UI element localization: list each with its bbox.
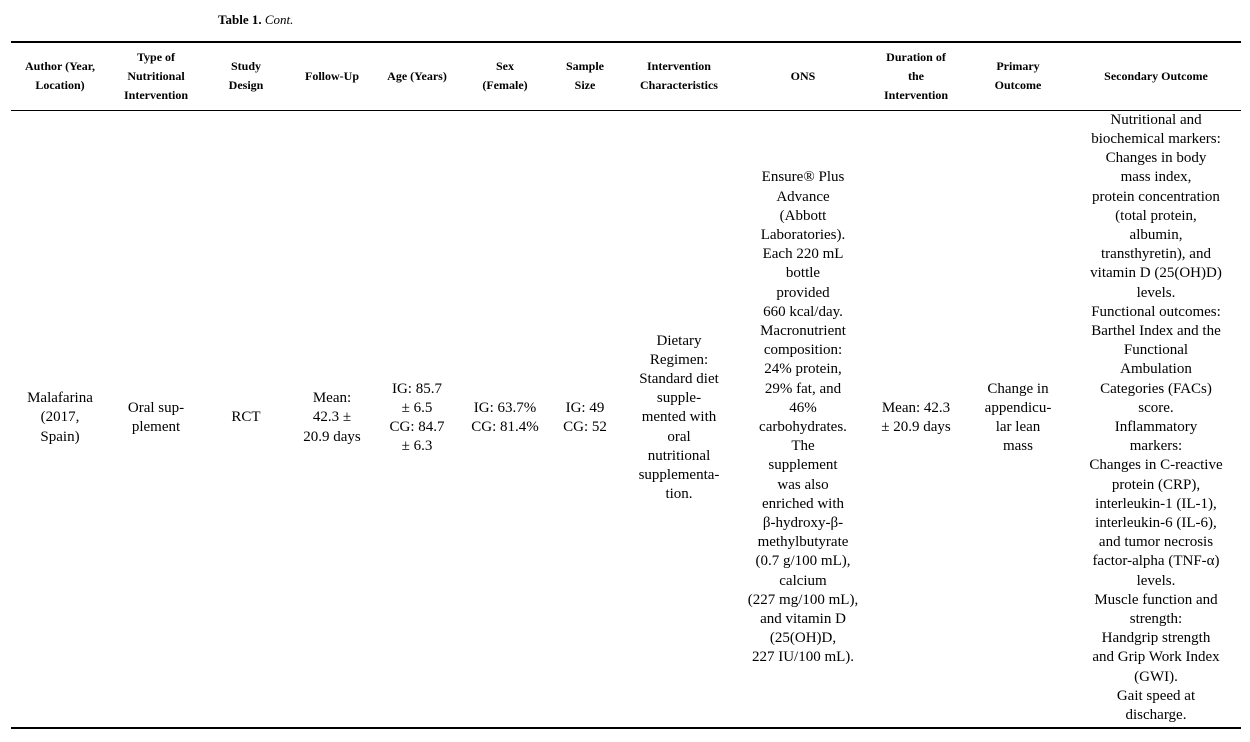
cell-primary: Change in appendicu- lar lean mass	[984, 380, 1052, 455]
header-primary: Primary Outcome	[994, 59, 1042, 92]
header-duration: Duration of the Intervention	[884, 49, 948, 102]
table-header-rule	[11, 110, 1241, 111]
table-top-rule	[11, 41, 1241, 43]
cell-intervention: Dietary Regimen: Standard diet supple- m…	[638, 332, 720, 503]
cell-secondary: Nutritional and biochemical markers: Cha…	[1089, 111, 1223, 724]
table-caption-label: Table 1.	[218, 12, 262, 27]
cell-age: IG: 85.7 ± 6.5 CG: 84.7 ± 6.3	[389, 380, 445, 455]
header-intervention: Intervention Characteristics	[640, 59, 718, 92]
cell-design: RCT	[231, 409, 261, 426]
header-age: Age (Years)	[387, 68, 447, 83]
cell-duration: Mean: 42.3 ± 20.9 days	[881, 399, 951, 435]
header-design: Study Design	[228, 59, 264, 92]
cell-followup: Mean: 42.3 ± 20.9 days	[303, 390, 361, 445]
header-followup: Follow-Up	[305, 68, 359, 83]
cell-sex: IG: 63.7% CG: 81.4%	[471, 399, 539, 435]
cell-type: Oral sup- plement	[127, 399, 185, 435]
header-author: Author (Year, Location)	[24, 59, 95, 92]
table-bottom-rule	[11, 727, 1241, 729]
table-caption-cont: Cont.	[264, 12, 294, 27]
header-ons: ONS	[790, 68, 816, 83]
cell-sample: IG: 49 CG: 52	[563, 399, 607, 435]
header-secondary: Secondary Outcome	[1104, 68, 1208, 83]
header-type: Type of Nutritional Intervention	[124, 49, 188, 102]
cell-ons: Ensure® Plus Advance (Abbott Laboratorie…	[747, 169, 859, 666]
table-caption: Table 1. Cont.	[218, 12, 293, 28]
header-sex: Sex (Female)	[482, 59, 528, 92]
header-sample: Sample Size	[565, 59, 604, 92]
cell-author: Malafarina (2017, Spain)	[27, 390, 93, 445]
